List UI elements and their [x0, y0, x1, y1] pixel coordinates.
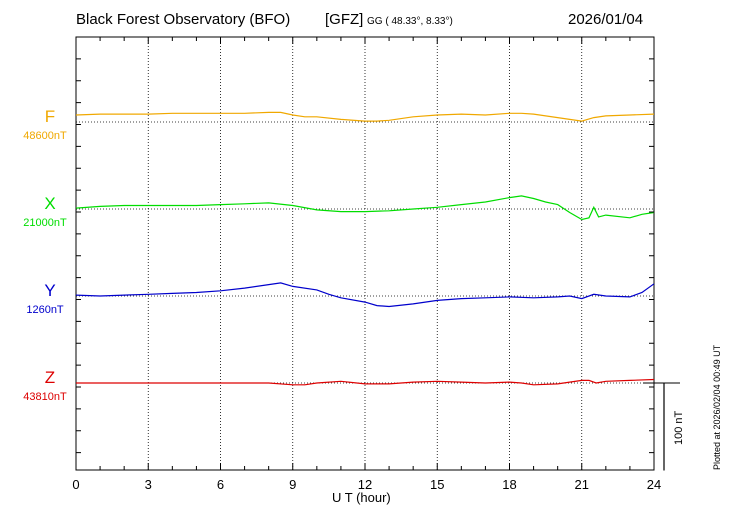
x-tick-label: 18 [502, 477, 516, 492]
series-lines [75, 111, 655, 386]
scale-bar-label: 100 nT [673, 410, 685, 445]
x-tick-label: 3 [145, 477, 152, 492]
x-tick-label: 24 [647, 477, 661, 492]
baseline-value-F: 48600nT [23, 130, 67, 142]
observatory-title: Black Forest Observatory (BFO) [76, 11, 291, 28]
series-line-Z [76, 378, 655, 386]
series-line-F [75, 111, 655, 122]
coords-label: GG ( 48.33°, 8.33°) [367, 16, 453, 27]
x-tick-label: 9 [289, 477, 296, 492]
component-label-X: X [44, 194, 55, 213]
component-label-Y: Y [44, 281, 55, 300]
plotted-note: Plotted at 2026/02/04 00:49 UT [712, 344, 722, 470]
network-label: [GFZ] [325, 11, 364, 28]
axis-labels: 0 3 6 9 12 15 18 21 24 F 48600nT X 21000nT Y 1260nT Z 43… [23, 107, 661, 492]
baseline-value-Z: 43810nT [23, 391, 67, 403]
x-tick-label: 6 [217, 477, 224, 492]
series-line-X [75, 195, 655, 221]
date-label: 2026/01/04 [568, 11, 644, 28]
series-line-Y [75, 282, 655, 308]
baseline-value-X: 21000nT [23, 217, 67, 229]
x-tick-label: 12 [358, 477, 372, 492]
x-axis-title: U T (hour) [332, 490, 391, 505]
component-label-F: F [45, 107, 55, 126]
axis-ticks [75, 37, 655, 470]
scale-bar [643, 382, 680, 471]
baseline-value-Y: 1260nT [26, 304, 64, 316]
grid-lines [147, 37, 583, 470]
x-tick-label: 0 [72, 477, 79, 492]
component-label-Z: Z [45, 368, 55, 387]
x-tick-label: 15 [430, 477, 444, 492]
x-tick-label: 21 [575, 477, 589, 492]
